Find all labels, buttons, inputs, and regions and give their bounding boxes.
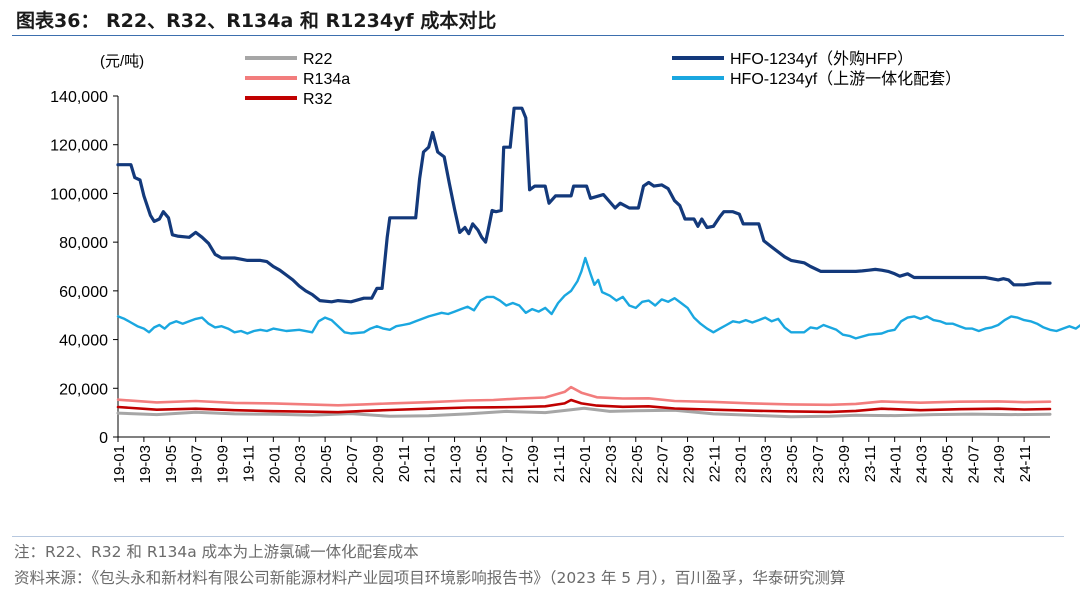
- y-tick-label: 60,000: [59, 284, 108, 301]
- x-tick-label: 23-07: [810, 445, 827, 483]
- legend-label: R134a: [303, 71, 350, 88]
- x-tick-label: 19-01: [111, 445, 128, 483]
- source-note: 资料来源：《包头永和新材料有限公司新能源材料产业园项目环境影响报告书》（2023…: [14, 569, 846, 587]
- x-tick-label: 20-11: [396, 445, 413, 482]
- x-tick-label: 19-07: [189, 445, 206, 483]
- y-tick-label: 140,000: [50, 89, 108, 106]
- legend: R22 HFO-1234yf（外购HFP） R134a HFO-1234yf（上游一体…: [245, 50, 961, 108]
- series-line-4: [116, 256, 1080, 340]
- series-line-1: [116, 406, 1052, 419]
- legend-label: HFO-1234yf（外购HFP）: [730, 50, 913, 68]
- series-line-2: [116, 106, 1052, 304]
- y-tick-label: 120,000: [50, 138, 108, 155]
- y-tick-label: 20,000: [59, 381, 108, 398]
- series-line-3: [116, 385, 1052, 407]
- x-tick-label: 24-05: [939, 445, 956, 483]
- x-tick-label: 21-07: [499, 445, 516, 483]
- x-tick-label: 23-03: [758, 445, 775, 483]
- x-tick-label: 20-05: [318, 445, 335, 483]
- y-tick-label: 40,000: [59, 333, 108, 350]
- footnote: 注：R22、R32 和 R134a 成本为上游氯碱一体化配套成本: [14, 543, 419, 561]
- plot-area: [116, 106, 1080, 419]
- y-tick-label: 100,000: [50, 186, 108, 203]
- x-tick-label: 21-05: [473, 445, 490, 483]
- x-tick-label: 24-07: [965, 445, 982, 483]
- x-tick-label: 22-01: [577, 445, 594, 483]
- series-line-5: [116, 398, 1052, 414]
- x-tick-label: 19-03: [137, 445, 154, 483]
- x-tick-label: 23-05: [784, 445, 801, 483]
- x-tick-label: 19-05: [163, 445, 180, 483]
- x-tick-label: 21-11: [551, 445, 568, 482]
- footer-divider: [12, 536, 1064, 537]
- x-tick-label: 23-09: [836, 445, 853, 483]
- legend-label: R22: [303, 51, 332, 68]
- x-tick-label: 21-03: [448, 445, 465, 483]
- x-tick-label: 19-09: [215, 445, 232, 483]
- y-tick-label: 80,000: [59, 235, 108, 252]
- legend-label: HFO-1234yf（上游一体化配套）: [730, 70, 961, 88]
- x-tick-label: 23-01: [732, 445, 749, 483]
- x-tick-label: 24-09: [991, 445, 1008, 483]
- y-axis-unit-label: (元/吨): [100, 53, 144, 70]
- x-tick-label: 24-03: [914, 445, 931, 483]
- x-tick-label: 23-11: [862, 445, 879, 482]
- x-tick-label: 22-11: [706, 445, 723, 482]
- x-tick-label: 22-03: [603, 445, 620, 483]
- chart-title: 图表36： R22、R32、R134a 和 R1234yf 成本对比: [16, 10, 497, 32]
- y-tick-label: 0: [99, 430, 108, 447]
- x-tick-label: 24-01: [888, 445, 905, 483]
- x-tick-label: 19-11: [240, 445, 257, 482]
- x-tick-label: 24-11: [1017, 445, 1034, 482]
- y-axis: 0 20,000 40,000 60,000 80,000 100,000 120,000 1…: [50, 89, 119, 447]
- legend-label: R32: [303, 91, 332, 108]
- x-tick-label: 20-01: [266, 445, 283, 483]
- x-tick-label: 21-01: [422, 445, 439, 483]
- x-tick-label: 20-09: [370, 445, 387, 483]
- x-tick-label: 20-03: [292, 445, 309, 483]
- x-tick-label: 22-07: [655, 445, 672, 483]
- title-divider: [12, 35, 1064, 36]
- x-tick-label: 20-07: [344, 445, 361, 483]
- x-tick-label: 22-05: [629, 445, 646, 483]
- x-tick-label: 22-09: [681, 445, 698, 483]
- x-tick-label: 21-09: [525, 445, 542, 483]
- x-axis: 19-01 19-03 19-05 19-07 19-09 19-11 20-01 20-03…: [111, 436, 1050, 483]
